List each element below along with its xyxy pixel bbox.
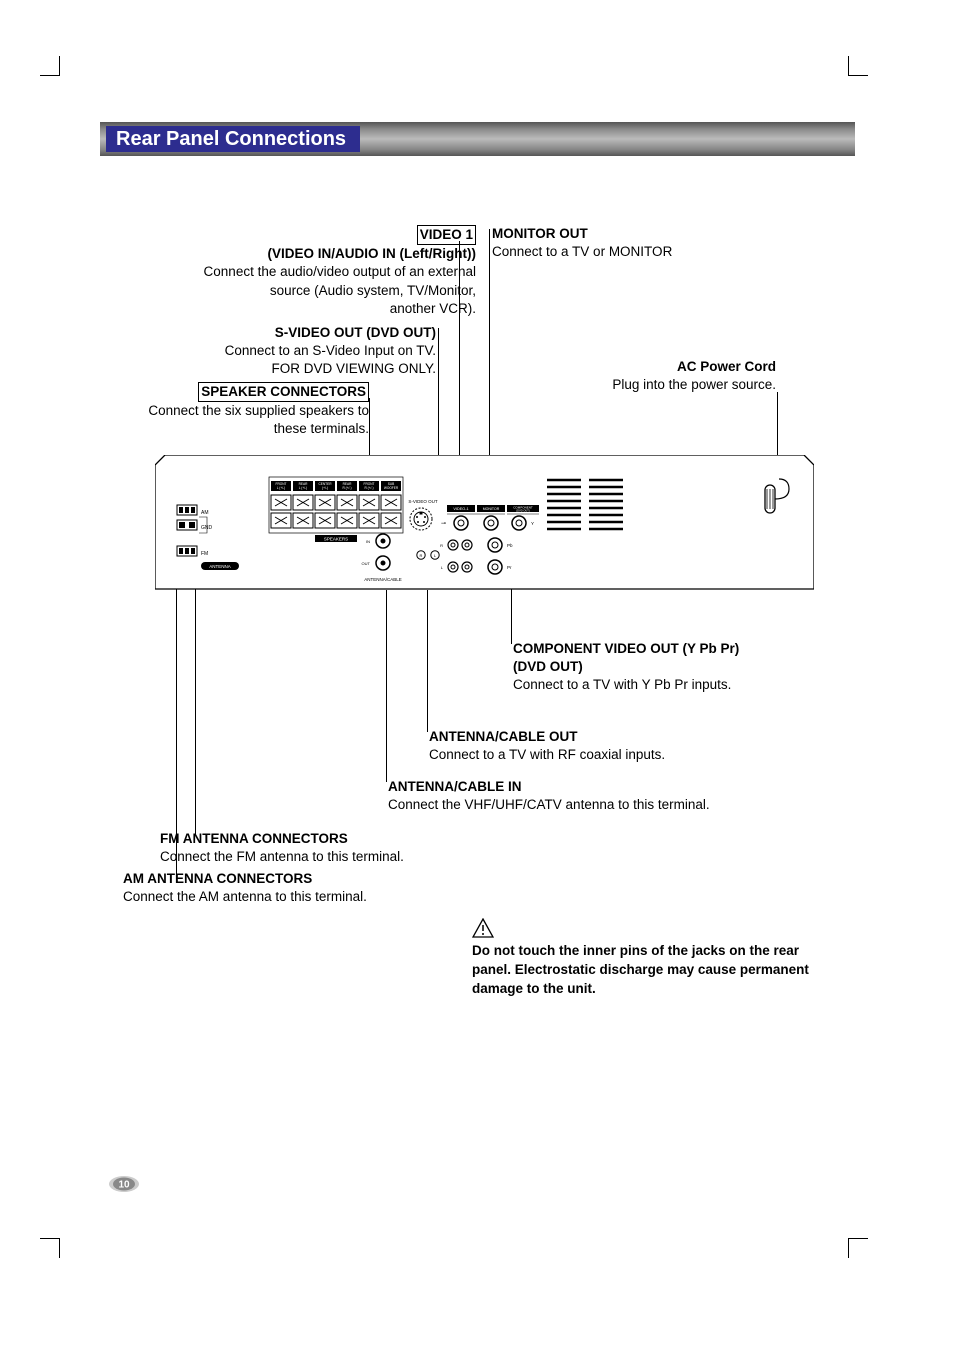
crop-mark-tr	[848, 56, 868, 76]
lbl-antenna: ANTENNA	[209, 564, 231, 569]
crop-mark-tl	[40, 56, 60, 76]
lbl-speakers: SPEAKERS	[324, 537, 348, 542]
svg-text:L (+/-): L (+/-)	[299, 486, 307, 490]
ant-out-hd: ANTENNA/CABLE OUT	[429, 728, 779, 746]
callout-ant-out: ANTENNA/CABLE OUT Connect to a TV with R…	[429, 728, 779, 764]
svg-text:Pr: Pr	[507, 565, 512, 570]
component-hd2: (DVD OUT)	[513, 658, 813, 676]
rear-panel-diagram: AM GND FM ANTENNA FRONTL (+/-) REARL (+/…	[155, 455, 814, 595]
page-title: Rear Panel Connections	[106, 126, 360, 152]
svg-text:WOOFER: WOOFER	[384, 486, 399, 490]
svg-text:Y: Y	[531, 521, 534, 526]
svg-text:R: R	[420, 553, 423, 558]
svg-text:MONITOR: MONITOR	[483, 507, 500, 511]
page-number-badge: 10	[108, 1175, 140, 1193]
callout-am: AM ANTENNA CONNECTORS Connect the AM ant…	[123, 870, 523, 906]
ac-l1: Plug into the power source.	[590, 376, 776, 394]
svideo-hd: S-VIDEO OUT (DVD OUT)	[180, 324, 436, 342]
video1-body3: another VCR).	[160, 300, 476, 318]
page: Rear Panel Connections VIDEO 1 (VIDEO IN…	[0, 0, 954, 1351]
title-bar: Rear Panel Connections	[100, 122, 855, 156]
svg-text:OUT: OUT	[362, 561, 371, 566]
am-l1: Connect the AM antenna to this terminal.	[123, 888, 523, 906]
crop-mark-br	[848, 1238, 868, 1258]
warning-text: Do not touch the inner pins of the jacks…	[472, 942, 832, 999]
video1-box: VIDEO 1	[417, 225, 476, 245]
monitor-l1: Connect to a TV or MONITOR	[492, 243, 772, 261]
am-hd: AM ANTENNA CONNECTORS	[123, 870, 523, 888]
leader-ant-out-v	[427, 590, 428, 732]
warn-l1: Do not touch the inner pins of the jacks…	[472, 942, 832, 961]
svg-text:(DVD OUT): (DVD OUT)	[516, 509, 530, 513]
page-number: 10	[118, 1180, 130, 1191]
ant-in-l1: Connect the VHF/UHF/CATV antenna to this…	[388, 796, 788, 814]
lbl-svideo: S-VIDEO OUT	[408, 499, 438, 504]
callout-video1: VIDEO 1 (VIDEO IN/AUDIO IN (Left/Right))…	[160, 225, 476, 318]
callout-svideo: S-VIDEO OUT (DVD OUT) Connect to an S-Vi…	[180, 324, 436, 379]
lbl-fm: FM	[201, 551, 208, 557]
callout-component: COMPONENT VIDEO OUT (Y Pb Pr) (DVD OUT) …	[513, 640, 813, 695]
lbl-ant-cable: ANTENNA/CABLE	[364, 577, 402, 582]
svg-text:R: R	[440, 543, 443, 548]
leader-ant-in	[386, 590, 387, 782]
svg-text:Pb: Pb	[507, 543, 513, 548]
ant-in-hd: ANTENNA/CABLE IN	[388, 778, 788, 796]
svg-text:⊸: ⊸	[441, 521, 446, 527]
svg-text:VIDEO-1: VIDEO-1	[453, 507, 468, 511]
ac-hd: AC Power Cord	[590, 358, 776, 376]
callout-ant-in: ANTENNA/CABLE IN Connect the VHF/UHF/CAT…	[388, 778, 788, 814]
component-hd1: COMPONENT VIDEO OUT (Y Pb Pr)	[513, 640, 813, 658]
warn-l3: damage to the unit.	[472, 980, 832, 999]
fm-hd: FM ANTENNA CONNECTORS	[160, 830, 560, 848]
video1-body2: source (Audio system, TV/Monitor,	[160, 282, 476, 300]
speaker-l2: these terminals.	[120, 420, 369, 438]
svg-text:IN: IN	[366, 539, 370, 544]
svg-text:R (+/-): R (+/-)	[342, 486, 351, 490]
svideo-l1: Connect to an S-Video Input on TV.	[180, 342, 436, 360]
warn-l2: panel. Electrostatic discharge may cause…	[472, 961, 832, 980]
speaker-l1: Connect the six supplied speakers to	[120, 402, 369, 420]
speaker-box: SPEAKER CONNECTORS	[198, 382, 369, 402]
svideo-l2: FOR DVD VIEWING ONLY.	[180, 360, 436, 378]
video1-sub: (VIDEO IN/AUDIO IN (Left/Right))	[160, 245, 476, 263]
fm-l1: Connect the FM antenna to this terminal.	[160, 848, 560, 866]
ant-out-l1: Connect to a TV with RF coaxial inputs.	[429, 746, 779, 764]
callout-fm: FM ANTENNA CONNECTORS Connect the FM ant…	[160, 830, 560, 866]
warning-icon	[472, 918, 494, 938]
monitor-hd: MONITOR OUT	[492, 225, 772, 243]
svg-text:L (+/-): L (+/-)	[277, 486, 285, 490]
video1-body1: Connect the audio/video output of an ext…	[160, 263, 476, 281]
component-l1: Connect to a TV with Y Pb Pr inputs.	[513, 676, 813, 694]
callout-monitor: MONITOR OUT Connect to a TV or MONITOR	[492, 225, 772, 261]
callout-speaker: SPEAKER CONNECTORS Connect the six suppl…	[120, 382, 369, 439]
crop-mark-bl	[40, 1238, 60, 1258]
svg-text:R (+/-): R (+/-)	[364, 486, 373, 490]
callout-ac: AC Power Cord Plug into the power source…	[590, 358, 776, 394]
svg-text:(+/-): (+/-)	[322, 486, 328, 490]
lbl-am: AM	[201, 510, 209, 516]
